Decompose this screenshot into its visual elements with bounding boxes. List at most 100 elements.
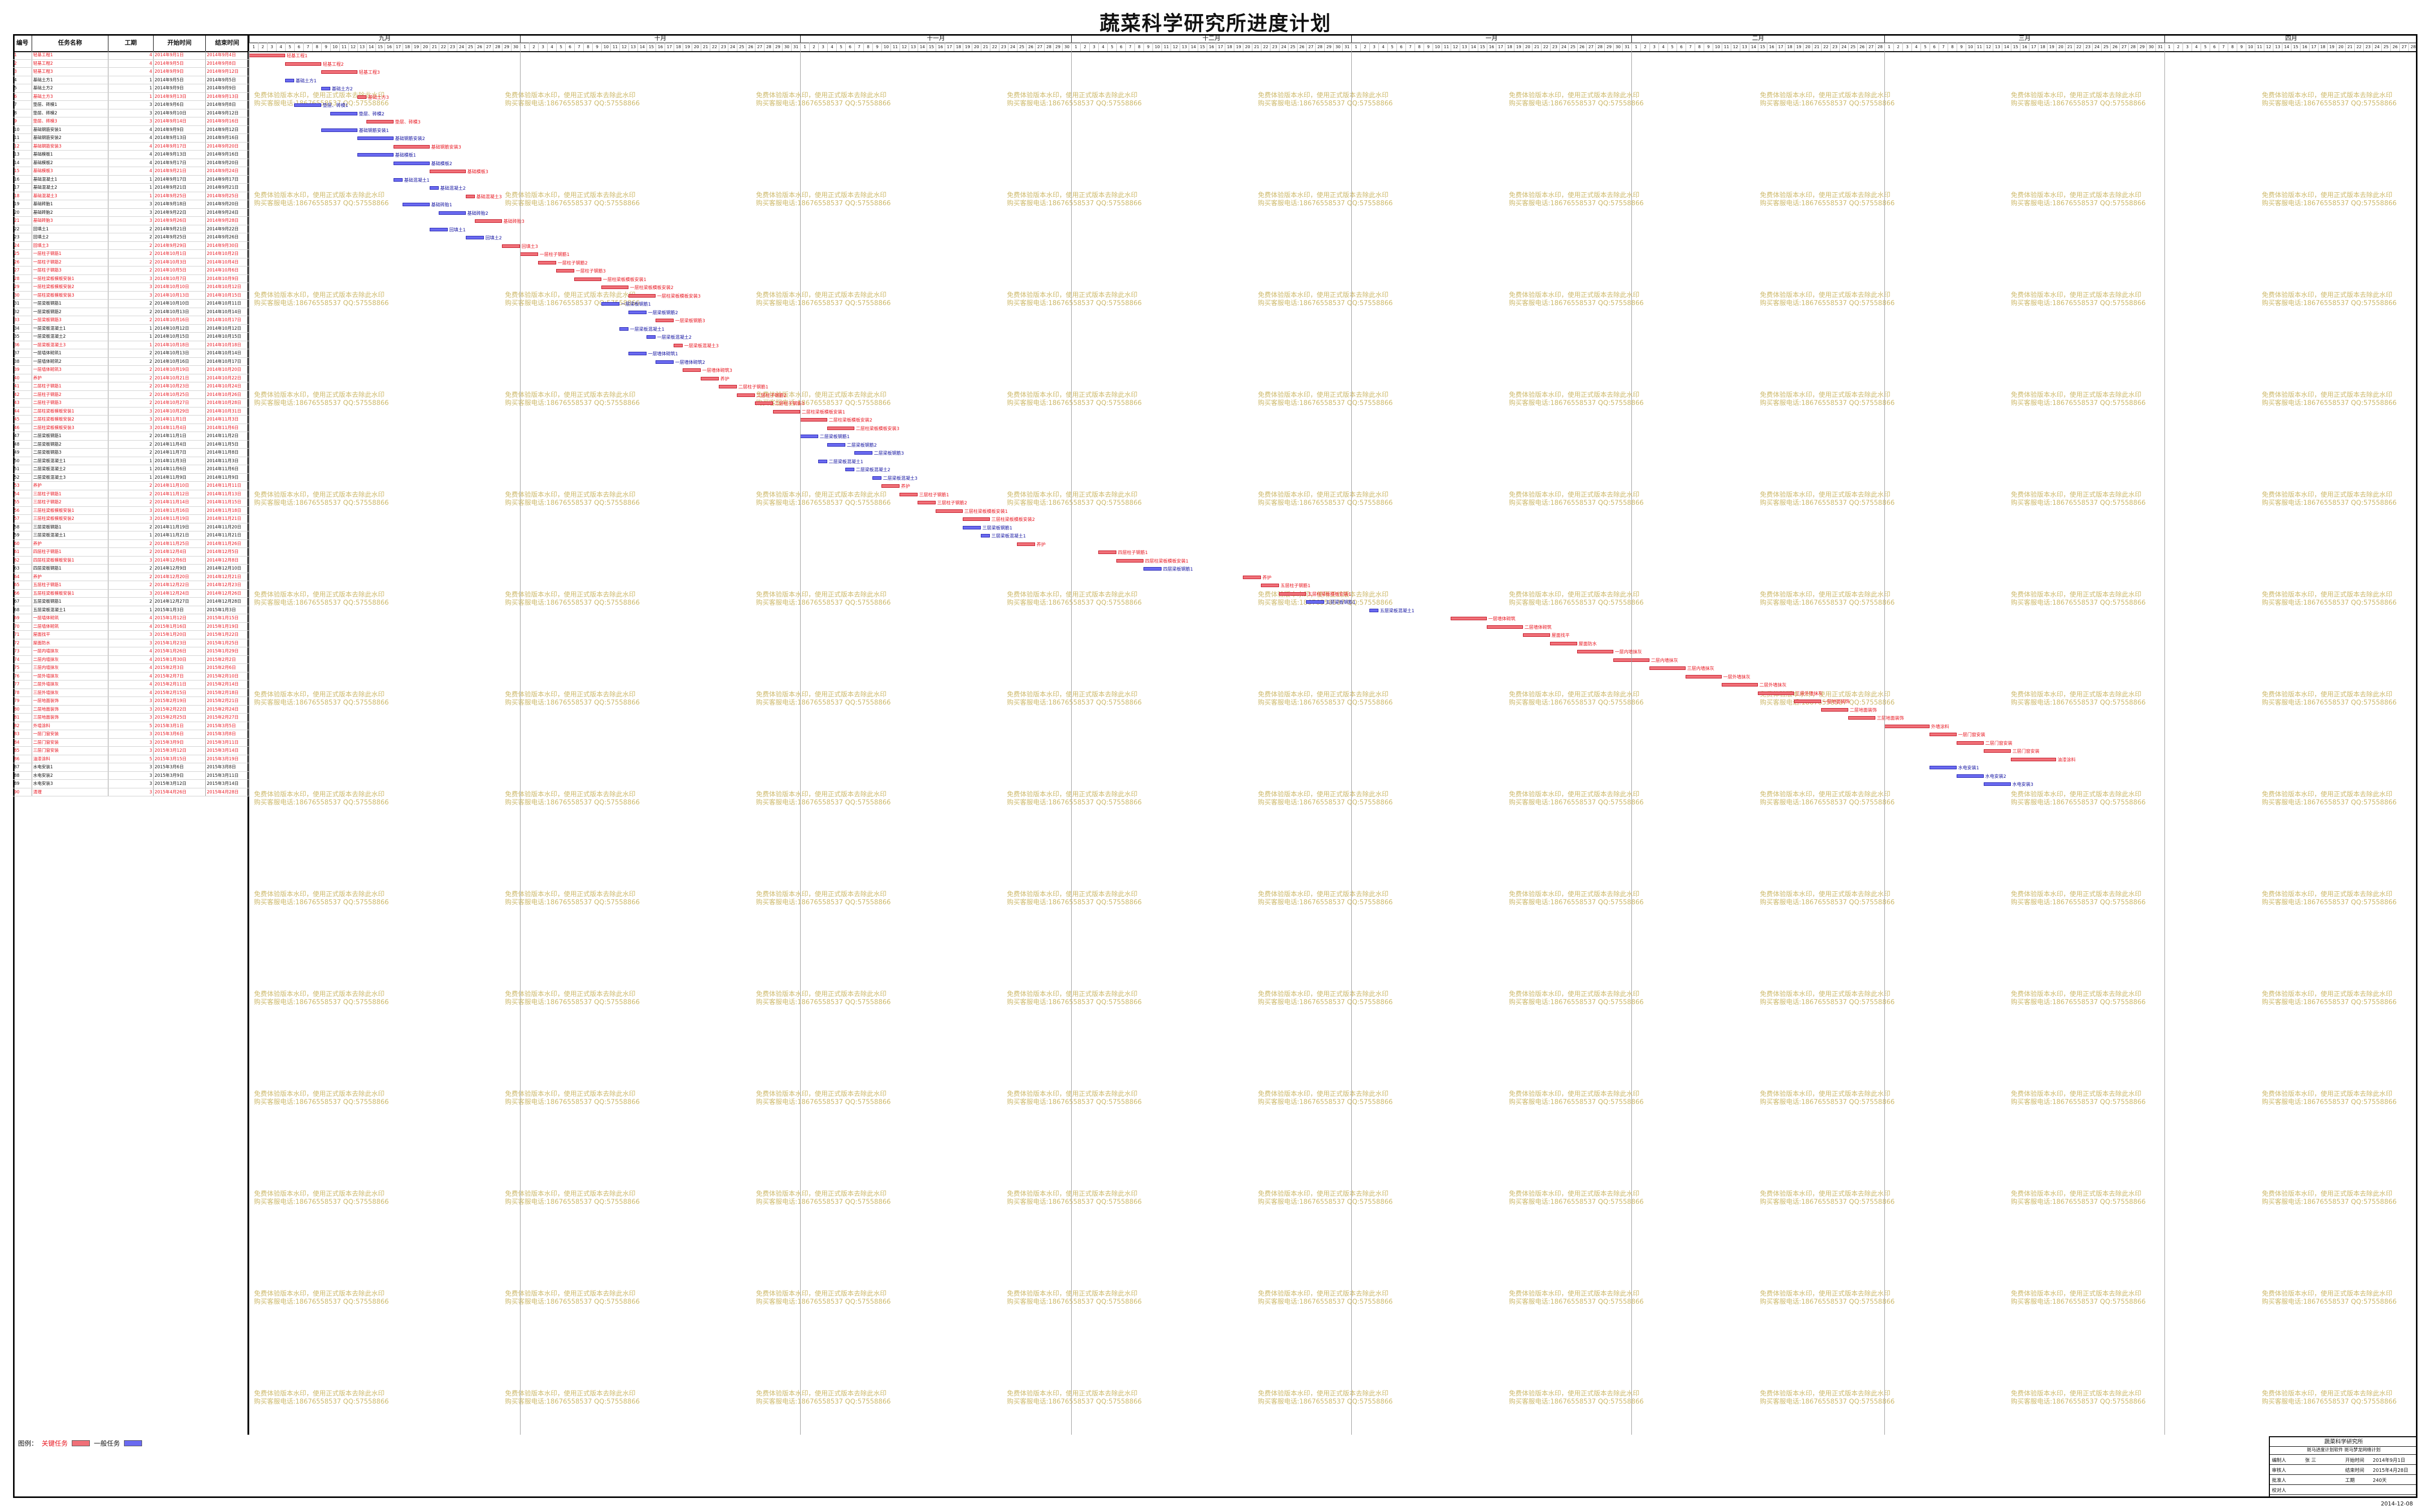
- gantt-bar[interactable]: [845, 468, 854, 471]
- gantt-bar[interactable]: [628, 310, 647, 314]
- gantt-bar[interactable]: [475, 219, 502, 223]
- gantt-bar[interactable]: [656, 360, 674, 364]
- gantt-bar[interactable]: [773, 409, 800, 414]
- gantt-bar[interactable]: [1957, 741, 1984, 745]
- watermark: 免费体验版本水印，使用正式版本去除此水印 购买客服电话:18676558537 Q…: [2262, 192, 2397, 208]
- gantt-bar[interactable]: [574, 277, 601, 281]
- gantt-bar[interactable]: [1984, 782, 2011, 786]
- gantt-bar[interactable]: [1487, 625, 1523, 629]
- gantt-bar[interactable]: [854, 451, 872, 455]
- gantt-bar[interactable]: [538, 260, 556, 264]
- gantt-bar[interactable]: [249, 54, 285, 57]
- gantt-bar[interactable]: [900, 492, 918, 496]
- gantt-bar[interactable]: [1451, 617, 1487, 620]
- watermark-line: 购买客服电话:18676558537 QQ:57558866: [2011, 1098, 2146, 1106]
- day-label: 7: [2219, 43, 2228, 51]
- gantt-bar[interactable]: [1722, 683, 1758, 686]
- gantt-bar[interactable]: [918, 501, 936, 504]
- gantt-bar[interactable]: [737, 393, 755, 397]
- gantt-bar[interactable]: [1686, 674, 1722, 678]
- gantt-bar[interactable]: [1930, 766, 1957, 769]
- gantt-bar[interactable]: [936, 509, 963, 513]
- gantt-bar[interactable]: [294, 103, 321, 107]
- gantt-bar[interactable]: [827, 426, 854, 430]
- gantt-bar[interactable]: [818, 459, 827, 463]
- gantt-bar[interactable]: [321, 87, 330, 90]
- day-label: 22: [439, 43, 448, 51]
- gantt-bar[interactable]: [2011, 757, 2056, 761]
- gantt-bar[interactable]: [394, 178, 403, 182]
- gantt-bar[interactable]: [1957, 774, 1984, 778]
- gantt-bar[interactable]: [755, 401, 773, 405]
- gantt-bar[interactable]: [1261, 584, 1279, 587]
- gantt-bar[interactable]: [881, 484, 900, 488]
- gantt-bar[interactable]: [357, 95, 366, 99]
- gantt-bar-label: 三层柱梁板模板安装2: [991, 517, 1035, 522]
- gantt-bar[interactable]: [1550, 641, 1577, 645]
- gantt-bar[interactable]: [601, 302, 619, 306]
- gantt-bar[interactable]: [439, 211, 466, 215]
- gantt-bar[interactable]: [701, 376, 719, 380]
- gantt-bar[interactable]: [1821, 708, 1848, 712]
- gantt-bar[interactable]: [556, 269, 574, 272]
- gantt-bar[interactable]: [1369, 608, 1378, 612]
- gantt-bar[interactable]: [1116, 559, 1143, 563]
- day-label: 19: [2047, 43, 2056, 51]
- gantt-bar[interactable]: [502, 244, 520, 248]
- gantt-bar[interactable]: [1017, 542, 1035, 546]
- gantt-bar[interactable]: [1098, 551, 1116, 554]
- gantt-bar[interactable]: [285, 62, 321, 66]
- gantt-bar[interactable]: [800, 435, 818, 438]
- gantt-bar[interactable]: [674, 343, 683, 347]
- gantt-bar[interactable]: [872, 476, 881, 480]
- gantt-bar[interactable]: [430, 227, 448, 231]
- gantt-bar[interactable]: [963, 517, 990, 521]
- gantt-bar[interactable]: [1930, 733, 1957, 736]
- gantt-bar[interactable]: [366, 120, 394, 123]
- gantt-bar[interactable]: [1984, 749, 2011, 753]
- gantt-bar[interactable]: [800, 418, 827, 422]
- gantt-bar[interactable]: [1848, 716, 1875, 720]
- gantt-bar[interactable]: [321, 70, 357, 74]
- gantt-bar[interactable]: [357, 153, 394, 157]
- gantt-bar[interactable]: [1306, 600, 1324, 604]
- gantt-bar[interactable]: [466, 236, 484, 239]
- gantt-bar[interactable]: [1577, 650, 1613, 653]
- gantt-bar[interactable]: [1279, 592, 1306, 596]
- gantt-bar[interactable]: [466, 194, 475, 198]
- gantt-bar[interactable]: [1243, 575, 1261, 579]
- gantt-bar[interactable]: [656, 319, 674, 322]
- gantt-bar[interactable]: [963, 525, 981, 529]
- gantt-bar[interactable]: [827, 443, 845, 447]
- gantt-bar[interactable]: [1143, 567, 1162, 571]
- gantt-bar[interactable]: [1758, 691, 1794, 695]
- gantt-bar[interactable]: [981, 534, 990, 537]
- gantt-bar[interactable]: [647, 335, 656, 339]
- gantt-bar[interactable]: [357, 136, 394, 140]
- gantt-bar[interactable]: [285, 78, 294, 82]
- day-label: 27: [755, 43, 764, 51]
- gantt-bar[interactable]: [719, 385, 737, 388]
- gantt-bar[interactable]: [1794, 700, 1821, 703]
- gantt-bar[interactable]: [430, 186, 439, 190]
- gantt-bar[interactable]: [394, 145, 430, 149]
- gantt-bar[interactable]: [1649, 666, 1686, 670]
- gantt-bar[interactable]: [403, 203, 430, 206]
- gantt-bar[interactable]: [628, 294, 656, 298]
- day-label: 22: [1261, 43, 1270, 51]
- gantt-bar[interactable]: [619, 327, 628, 331]
- row-duration: 4: [108, 151, 154, 159]
- gantt-bar[interactable]: [1884, 724, 1930, 728]
- gantt-bar[interactable]: [628, 352, 647, 355]
- gantt-bar[interactable]: [1523, 633, 1550, 637]
- gantt-bar[interactable]: [330, 111, 357, 115]
- gantt-bar[interactable]: [683, 368, 701, 372]
- watermark: 免费体验版本水印，使用正式版本去除此水印 购买客服电话:18676558537 Q…: [1258, 1290, 1393, 1306]
- gantt-bar[interactable]: [520, 252, 538, 256]
- gantt-bar[interactable]: [394, 161, 430, 165]
- watermark-line: 免费体验版本水印，使用正式版本去除此水印: [254, 1190, 385, 1198]
- gantt-bar[interactable]: [601, 286, 628, 289]
- gantt-bar-label: 一层墙体砌筑: [1488, 617, 1516, 622]
- gantt-bar[interactable]: [430, 170, 466, 173]
- gantt-bar[interactable]: [321, 128, 357, 132]
